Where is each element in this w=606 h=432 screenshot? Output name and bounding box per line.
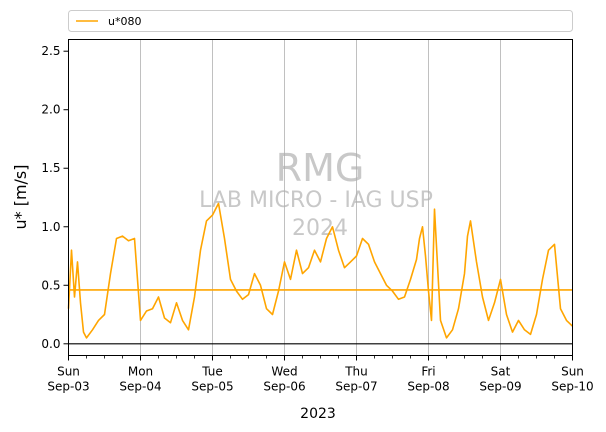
legend-frame (68, 10, 573, 32)
watermark-line-2: LAB MICRO - IAG USP (199, 188, 433, 213)
y-tick-label-1: 0.5 (41, 278, 60, 292)
x-tick-day-2023-09-09: Sat (491, 365, 511, 379)
legend: u*080 (68, 10, 573, 32)
grid (140, 39, 501, 356)
y-tick-label-4: 2.0 (41, 103, 60, 117)
series-line-0 (67, 202, 574, 339)
legend-label: u*080 (108, 15, 141, 28)
x-tick-day-2023-09-04: Mon (128, 365, 153, 379)
x-tick-day-2023-09-07: Thu (344, 365, 368, 379)
y-axis-label: u* [m/s] (11, 164, 30, 229)
y-tick-label-5: 2.5 (41, 44, 60, 58)
plot-area (67, 202, 574, 345)
x-tick-day-2023-09-08: Fri (421, 365, 435, 379)
y-axis: 0.0 0.5 1.0 1.5 2.0 2.5 (41, 44, 69, 351)
x-tick-label-2023-09-07: Sep-07 (335, 380, 377, 394)
y-tick-label-2: 1.0 (41, 220, 60, 234)
x-axis: SunSep-03MonSep-04TueSep-05WedSep-06ThuS… (47, 355, 594, 394)
x-tick-label-2023-09-10: Sep-10 (551, 380, 593, 394)
x-tick-label-2023-09-08: Sep-08 (407, 380, 449, 394)
x-tick-label-2023-09-09: Sep-09 (479, 380, 521, 394)
x-tick-label-2023-09-05: Sep-05 (191, 380, 233, 394)
x-tick-label-2023-09-03: Sep-03 (47, 380, 89, 394)
y-tick-label-3: 1.5 (41, 161, 60, 175)
x-axis-label: 2023 (300, 406, 336, 422)
y-tick-label-0: 0.0 (41, 337, 60, 351)
watermark-line-3: 2024 (292, 216, 348, 241)
x-tick-day-2023-09-10: Sun (561, 365, 584, 379)
x-tick-label-2023-09-04: Sep-04 (119, 380, 161, 394)
watermark: RMG LAB MICRO - IAG USP 2024 (199, 146, 433, 241)
x-tick-day-2023-09-03: Sun (57, 365, 80, 379)
x-tick-day-2023-09-05: Tue (201, 365, 223, 379)
x-tick-day-2023-09-06: Wed (271, 365, 297, 379)
x-tick-label-2023-09-06: Sep-06 (263, 380, 305, 394)
watermark-line-1: RMG (276, 146, 365, 190)
